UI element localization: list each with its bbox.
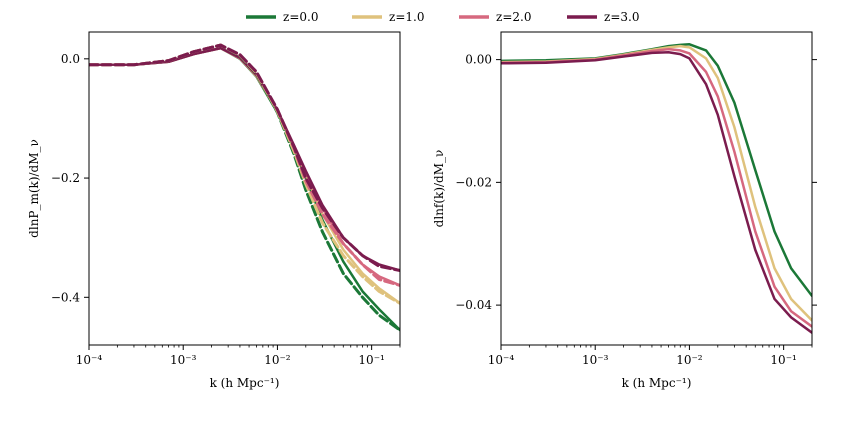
right-panel-growth-rate-derivative: 10⁻⁴ 10⁻³ 10⁻² 10⁻¹ 0.00 −0.02 −0.04 k (h Mpc⁻¹… [432, 31, 817, 390]
legend-label-0: z=0.0 [283, 10, 318, 24]
panel-0-ylabel: dlnP_m(k)/dM_ν [27, 139, 41, 238]
left-panel-power-spectrum-derivative: 10⁻⁴ 10⁻³ 10⁻² 10⁻¹ 0.0 −0.2 −0.4 k (h Mpc⁻¹) dl… [27, 31, 401, 390]
panel-0-xtick-label-2: 10⁻² [264, 353, 291, 367]
panel-1-frame [500, 31, 813, 346]
panel-0-series-z10-dashed-line [89, 43, 400, 305]
panel-1-xtick-label-2: 10⁻² [676, 353, 703, 367]
panel-1-series-z30-solid-line [501, 51, 812, 334]
panel-0-xlabel: k (h Mpc⁻¹) [210, 376, 280, 390]
panel-1-xtick-label-3: 10⁻¹ [770, 353, 796, 367]
panel-0-series-z30-dashed-line [89, 43, 400, 272]
panel-1-series-z20-solid-line [501, 47, 812, 328]
panel-0-xtick-label-1: 10⁻³ [170, 353, 197, 367]
panel-0-series-z20-solid-line [89, 46, 400, 287]
legend-label-1: z=1.0 [389, 10, 424, 24]
legend: z=0.0 z=1.0 z=2.0 z=3.0 [246, 10, 639, 24]
panel-1-series-group [501, 43, 812, 334]
legend-label-2: z=2.0 [496, 10, 531, 24]
panel-0-ytick-label-1: −0.2 [51, 171, 80, 185]
panel-1-series-z10-solid-line [501, 44, 812, 322]
panel-0-series-z20-dashed-line [89, 43, 400, 287]
panel-0-series-z00-dashed-line [89, 43, 400, 332]
panel-0-series-z30-solid-line [89, 46, 400, 272]
panel-1-ytick-label-2: −0.04 [455, 298, 492, 312]
panel-0-frame [88, 31, 401, 346]
panel-0-series-group [89, 43, 400, 332]
panel-0-ytick-label-0: 0.0 [61, 52, 80, 66]
panel-1-ylabel: dlnf(k)/dM_ν [432, 150, 446, 228]
legend-label-3: z=3.0 [604, 10, 639, 24]
panel-1-xtick-label-1: 10⁻³ [582, 353, 609, 367]
panel-1-xlabel: k (h Mpc⁻¹) [622, 376, 692, 390]
panel-1-ytick-label-1: −0.02 [455, 175, 492, 189]
panel-0-xtick-label-0: 10⁻⁴ [76, 353, 103, 367]
panel-1-ytick-label-0: 0.00 [465, 53, 492, 67]
panel-0-xtick-label-3: 10⁻¹ [358, 353, 384, 367]
panel-1-xtick-label-0: 10⁻⁴ [488, 353, 515, 367]
panel-0-ytick-label-2: −0.4 [51, 290, 81, 304]
